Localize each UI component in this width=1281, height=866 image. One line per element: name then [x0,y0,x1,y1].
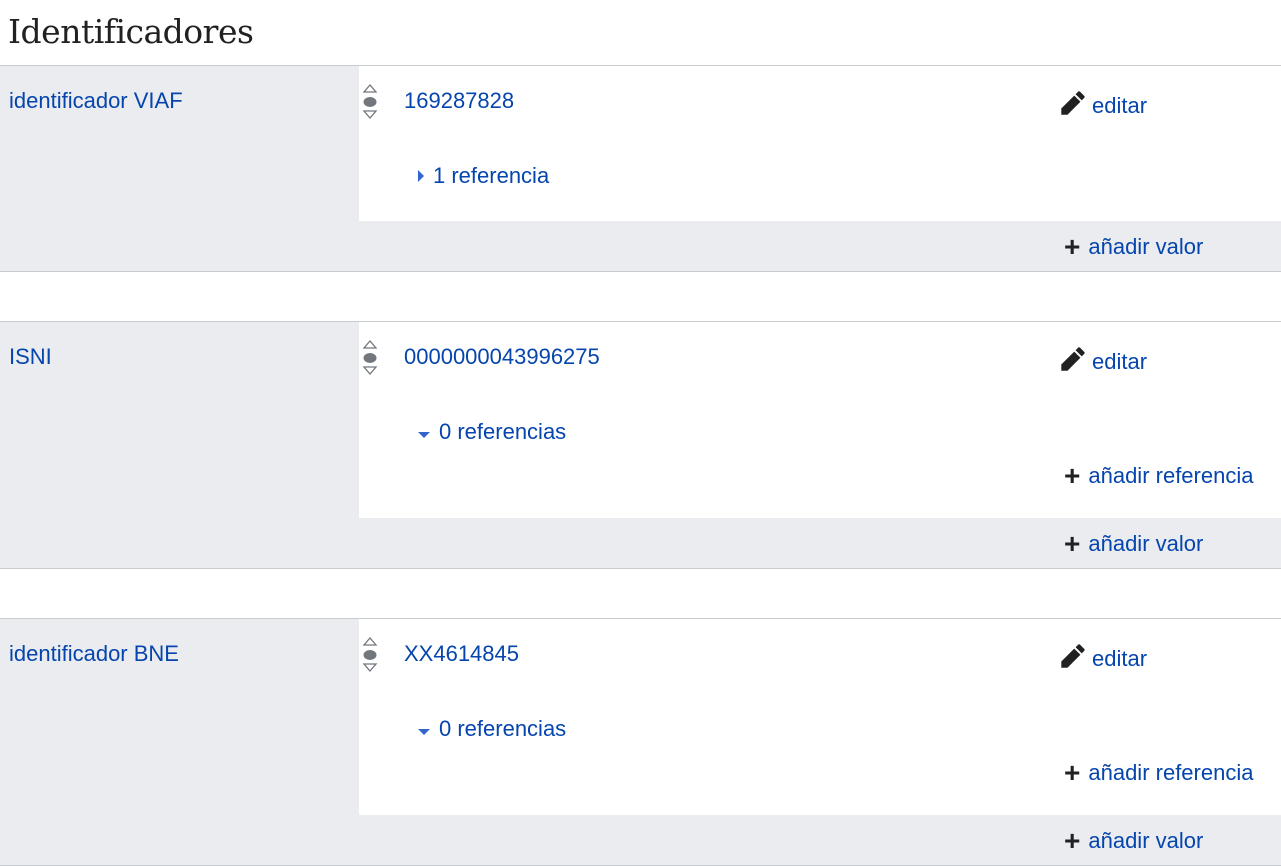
rank-normal-icon[interactable] [362,636,378,674]
statement: XX4614845 editar 0 referencias + añadir r… [359,619,1281,815]
property-link[interactable]: identificador VIAF [9,88,183,113]
add-reference-button[interactable]: + añadir referencia [1064,757,1254,788]
statement-group: identificador VIAF 169287828 editar 1 re… [0,65,1281,272]
property-link[interactable]: ISNI [9,344,52,369]
statement-value[interactable]: 169287828 [404,88,515,113]
triangle-down-icon [417,716,431,742]
statement-value[interactable]: 0000000043996275 [404,344,600,369]
references-toggle[interactable]: 0 referencias [417,716,566,742]
statement: 169287828 editar 1 referencia [359,66,1281,221]
statement: 0000000043996275 editar 0 referencias + a… [359,322,1281,518]
rank-normal-icon[interactable] [362,339,378,377]
add-reference-button[interactable]: + añadir referencia [1064,460,1254,491]
pencil-icon [1060,346,1092,378]
plus-icon: + [1064,231,1081,262]
triangle-down-icon [417,419,431,445]
statement-group: identificador BNE XX4614845 editar 0 ref… [0,618,1281,866]
triangle-right-icon [417,163,425,189]
plus-icon: + [1064,825,1081,856]
plus-icon: + [1064,757,1081,788]
references-toggle[interactable]: 0 referencias [417,419,566,445]
pencil-icon [1060,643,1092,675]
edit-button[interactable]: editar [1060,643,1147,675]
edit-button[interactable]: editar [1060,90,1147,122]
property-link[interactable]: identificador BNE [9,641,179,666]
statement-group: ISNI 0000000043996275 editar 0 referenci… [0,321,1281,569]
section-title: Identificadores [8,12,254,51]
statement-value[interactable]: XX4614845 [404,641,519,666]
references-toggle[interactable]: 1 referencia [417,163,549,189]
plus-icon: + [1064,528,1081,559]
add-value-button[interactable]: + añadir valor [1064,825,1204,856]
rank-normal-icon[interactable] [362,83,378,121]
edit-button[interactable]: editar [1060,346,1147,378]
add-value-button[interactable]: + añadir valor [1064,528,1204,559]
add-value-button[interactable]: + añadir valor [1064,231,1204,262]
plus-icon: + [1064,460,1081,491]
pencil-icon [1060,90,1092,122]
